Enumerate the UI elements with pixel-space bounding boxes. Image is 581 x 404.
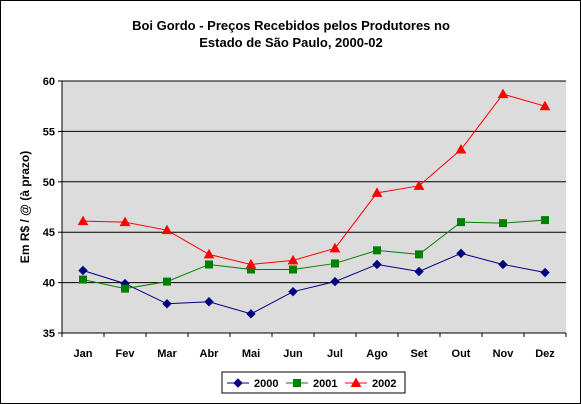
- data-point-2002: [497, 88, 509, 99]
- legend-label-2002: 2002: [372, 378, 396, 390]
- legend-marker-2000: [233, 378, 243, 388]
- x-tick-label: Jul: [327, 348, 343, 360]
- x-tick-label: Mar: [157, 348, 177, 360]
- data-point-2002: [539, 100, 551, 111]
- legend-label-2000: 2000: [254, 378, 278, 390]
- data-point-2000: [372, 259, 382, 270]
- data-point-2000: [414, 266, 424, 277]
- x-tick-label: Nov: [493, 348, 515, 360]
- x-tick-label: Out: [452, 348, 471, 360]
- data-point-2002: [161, 224, 173, 235]
- data-point-2001: [457, 218, 465, 227]
- x-tick-label: Jan: [74, 348, 93, 360]
- x-tick-label: Set: [410, 348, 427, 360]
- series-line-2002: [82, 93, 546, 265]
- data-point-2000: [78, 265, 88, 276]
- data-point-2002: [455, 144, 467, 154]
- x-tick-label: Fev: [116, 348, 136, 360]
- data-point-2000: [456, 248, 466, 259]
- y-tick-label: 35: [43, 328, 55, 340]
- x-tick-label: Dez: [535, 348, 555, 360]
- data-point-2000: [540, 267, 550, 278]
- plot-area: [62, 81, 566, 333]
- axes: 35 40 45 50 55 60 Jan Fev Mar Abr Mai Jun Jul Ago Set O…: [43, 76, 567, 360]
- data-point-2001: [415, 250, 423, 259]
- data-point-2001: [541, 216, 549, 225]
- data-point-2000: [246, 309, 256, 319]
- legend-box: [221, 371, 406, 394]
- y-axis-label: Em R$ / @ (à prazo): [18, 151, 32, 263]
- data-point-2000: [162, 299, 172, 309]
- y-tick-label: 55: [43, 126, 55, 138]
- x-tick-label: Abr: [200, 348, 220, 360]
- series-2000: [78, 248, 550, 319]
- data-point-2001: [79, 275, 87, 284]
- data-point-2001: [499, 219, 507, 228]
- data-point-2001: [163, 277, 171, 286]
- data-point-2001: [373, 246, 381, 255]
- data-point-2000: [204, 297, 214, 307]
- data-point-2002: [203, 248, 215, 259]
- series-line-2000: [82, 252, 546, 315]
- legend-marker-2002: [350, 377, 362, 387]
- data-point-2002: [119, 216, 131, 227]
- data-point-2000: [288, 286, 298, 297]
- legend: 2000 2001 2002: [221, 371, 406, 394]
- chart-title-line-2: Estado de São Paulo, 2000-02: [199, 35, 383, 50]
- data-point-2000: [498, 259, 508, 270]
- data-point-2002: [77, 215, 89, 226]
- series-2002: [77, 88, 551, 269]
- gridlines: [62, 80, 566, 284]
- data-point-2002: [245, 258, 257, 269]
- data-point-2002: [413, 180, 425, 190]
- chart-title-line-1: Boi Gordo - Preços Recebidos pelos Produ…: [132, 18, 450, 33]
- x-tick-label: Mai: [242, 348, 260, 360]
- data-point-2001: [289, 265, 297, 274]
- y-tick-label: 50: [43, 177, 55, 189]
- data-point-2002: [371, 187, 383, 197]
- y-tick-label: 60: [43, 76, 55, 88]
- series-line-2001: [82, 219, 546, 290]
- data-point-2001: [205, 260, 213, 269]
- legend-marker-2001: [293, 379, 301, 387]
- legend-label-2001: 2001: [313, 378, 337, 390]
- x-tick-label: Ago: [366, 348, 388, 360]
- series-lines: [77, 88, 551, 319]
- series-2001: [79, 216, 549, 293]
- data-point-2001: [331, 259, 339, 268]
- data-point-2000: [330, 276, 340, 287]
- y-tick-label: 45: [43, 227, 55, 239]
- data-point-2002: [329, 242, 341, 253]
- x-tick-label: Jun: [283, 348, 303, 360]
- data-point-2001: [121, 284, 129, 293]
- data-point-2002: [287, 254, 299, 265]
- y-tick-label: 40: [43, 278, 55, 290]
